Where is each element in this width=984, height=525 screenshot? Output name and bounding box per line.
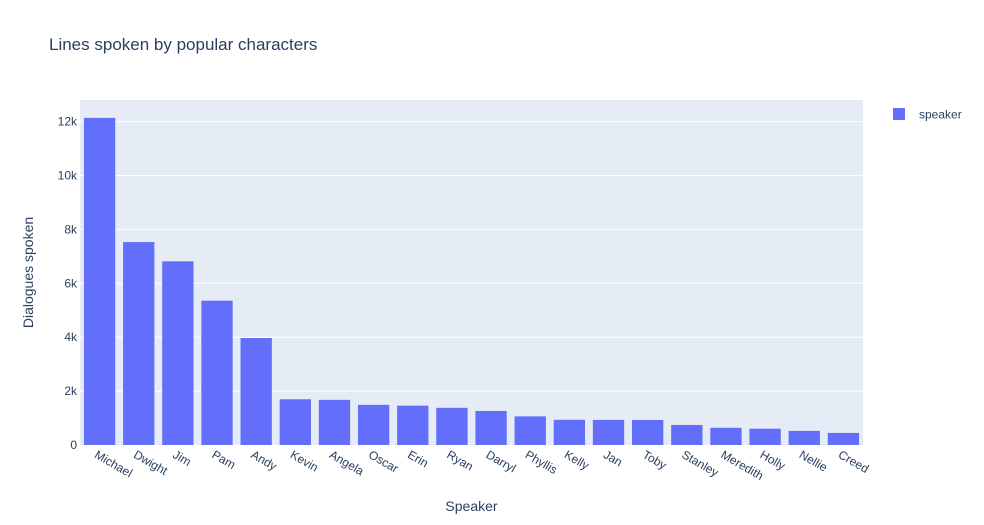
- bar-jim[interactable]: [162, 261, 194, 445]
- bar-nellie[interactable]: [788, 430, 820, 445]
- bar-darryl[interactable]: [475, 410, 507, 445]
- y-tick-label: 2k: [64, 384, 78, 398]
- bar-pam[interactable]: [201, 300, 233, 445]
- bar-phyllis[interactable]: [514, 416, 546, 445]
- bar-dwight[interactable]: [123, 242, 155, 445]
- bar-erin[interactable]: [397, 405, 429, 445]
- y-tick-label: 8k: [64, 222, 78, 236]
- bar-toby[interactable]: [632, 419, 664, 445]
- y-tick-label: 4k: [64, 330, 78, 344]
- bar-meredith[interactable]: [710, 427, 742, 445]
- bar-oscar[interactable]: [357, 404, 390, 445]
- bar-kelly[interactable]: [553, 419, 586, 445]
- legend-swatch[interactable]: [893, 108, 905, 120]
- chart-title: Lines spoken by popular characters: [49, 35, 317, 54]
- bar-andy[interactable]: [240, 338, 272, 445]
- bar-holly[interactable]: [749, 428, 781, 445]
- x-axis-title: Speaker: [445, 498, 497, 514]
- plot-background: [80, 100, 863, 445]
- bar-kevin[interactable]: [279, 399, 311, 445]
- legend-label[interactable]: speaker: [919, 108, 962, 122]
- y-axis: 0 2k 4k 6k 8k 10k 12k: [58, 115, 78, 452]
- plot-area: [80, 100, 863, 445]
- y-tick-label: 0: [70, 438, 77, 452]
- legend[interactable]: speaker: [893, 108, 962, 122]
- bar-creed[interactable]: [827, 432, 860, 445]
- y-axis-title: Dialogues spoken: [20, 217, 36, 328]
- bar-michael[interactable]: [83, 117, 116, 445]
- bar-stanley[interactable]: [671, 424, 703, 445]
- y-tick-label: 6k: [64, 276, 78, 290]
- bar-angela[interactable]: [318, 399, 351, 445]
- y-tick-label: 12k: [58, 115, 78, 129]
- y-tick-label: 10k: [58, 168, 78, 182]
- bar-ryan[interactable]: [436, 407, 468, 445]
- bar-jan[interactable]: [592, 419, 625, 445]
